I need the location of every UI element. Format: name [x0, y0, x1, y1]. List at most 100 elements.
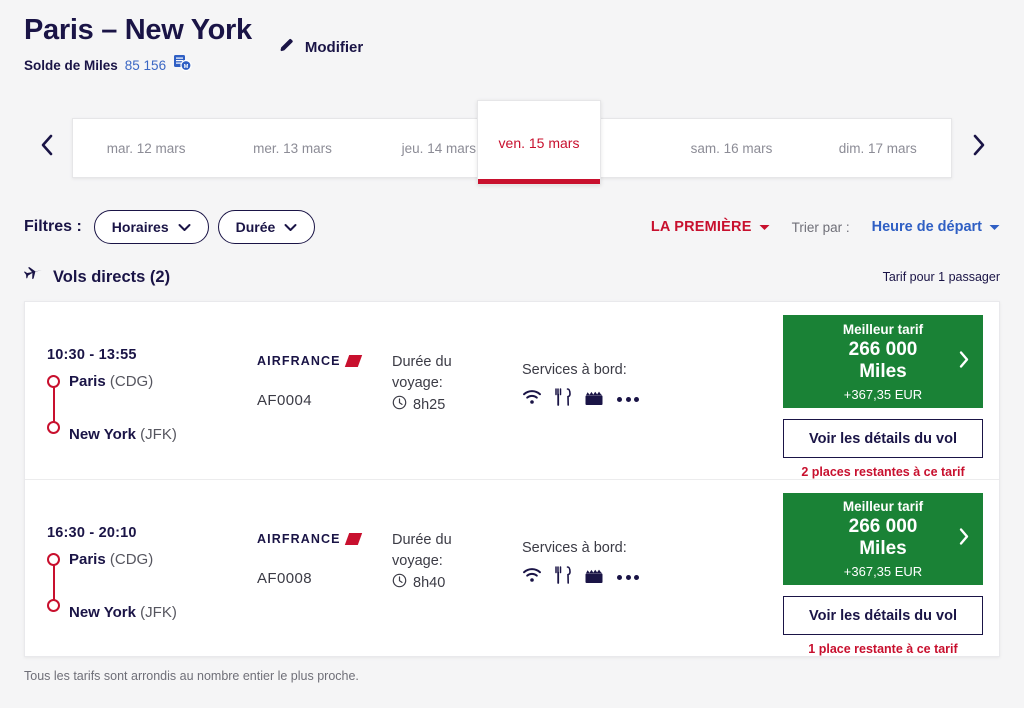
date-tab-2[interactable]: jeu. 14 mars [401, 140, 476, 156]
services-icons-group [522, 388, 718, 411]
flight-times-column: 16:30 - 20:10 Paris (CDG) New York (JFK) [25, 480, 257, 656]
flight-duration-column: Durée du voyage: 8h25 [392, 302, 522, 479]
fare-eur-surcharge: +367,35 EUR [843, 386, 923, 402]
miles-balance-value: 85 156 [124, 58, 167, 74]
duration-label-line1: Durée du [392, 354, 452, 371]
flight-row[interactable]: 10:30 - 13:55 Paris (CDG) New York (JFK) [25, 302, 999, 479]
filter-chip-horaires[interactable]: Horaires [93, 210, 209, 245]
departure-airport-code: (CDG) [109, 373, 154, 391]
wifi-icon [522, 567, 542, 588]
sort-selector-label: Heure de départ [871, 219, 982, 236]
modify-search-label: Modifier [304, 39, 364, 56]
filters-bar: Filtres : Horaires Durée LA PREMIÈRE [24, 206, 1000, 248]
best-fare-card[interactable]: Meilleur tarif 266 000 Miles +367,35 EUR [783, 493, 983, 586]
departure-city-name: Paris [69, 373, 106, 391]
date-tab-selected-label: ven. 15 mars [498, 134, 580, 151]
cabin-selector[interactable]: LA PREMIÈRE [651, 219, 770, 235]
arrival-city-name: New York [69, 426, 136, 444]
route-departure-dot [47, 553, 60, 567]
chevron-right-icon [957, 527, 971, 552]
flight-results-list: 10:30 - 13:55 Paris (CDG) New York (JFK) [24, 301, 1000, 658]
fare-miles-amount: 266 000 Miles [849, 516, 918, 560]
duration-value-group: 8h40 [392, 573, 522, 592]
flight-number: AF0008 [257, 570, 312, 588]
flight-price-column: Meilleur tarif 266 000 Miles +367,35 EUR… [783, 480, 999, 656]
departure-city: Paris (CDG) [69, 372, 257, 392]
modify-search-button[interactable]: Modifier [278, 36, 363, 59]
flight-details-button[interactable]: Voir les détails du vol [783, 596, 983, 636]
chevron-down-icon [178, 219, 191, 235]
fare-miles-number: 266 000 [848, 338, 918, 360]
cutlery-icon [555, 566, 571, 589]
flight-price-column: Meilleur tarif 266 000 Miles +367,35 EUR… [783, 302, 999, 479]
filter-chip-duree[interactable]: Durée [217, 210, 316, 245]
duration-label-line1: Durée du [392, 532, 452, 549]
fare-miles-unit: Miles [859, 538, 907, 560]
route-block: Paris (CDG) New York (JFK) [47, 372, 257, 445]
airline-name: AIRFRANCE [257, 532, 341, 547]
fare-miles-number: 266 000 [848, 516, 918, 538]
date-tab-4[interactable]: sam. 16 mars [690, 140, 773, 156]
date-tab-selected[interactable]: ven. 15 mars [477, 100, 601, 186]
carousel-next-button[interactable] [962, 130, 996, 164]
flight-time-range: 16:30 - 20:10 [47, 525, 137, 542]
services-icons-group [522, 566, 718, 589]
flight-details-button[interactable]: Voir les détails du vol [783, 418, 983, 459]
miles-balance: Solde de Miles 85 156 M [24, 54, 252, 77]
duration-label-line2: voyage: [392, 375, 443, 392]
passenger-fare-note: Tarif pour 1 passager [882, 270, 1000, 285]
chevron-right-icon [970, 133, 988, 162]
miles-coins-icon: M [173, 54, 192, 77]
more-icon[interactable] [617, 575, 639, 581]
route-connector-line [53, 381, 55, 428]
flight-number: AF0004 [257, 392, 312, 410]
date-tab-1[interactable]: mer. 13 mars [253, 140, 332, 156]
carousel-prev-button[interactable] [30, 130, 64, 164]
flight-airline-column: AIRFRANCE AF0008 [257, 480, 392, 656]
airfrance-slash-icon [344, 355, 362, 368]
fare-miles-unit: Miles [859, 360, 907, 382]
duration-label-line2: voyage: [392, 553, 443, 570]
date-tab-0[interactable]: mar. 12 mars [106, 140, 186, 156]
airfrance-logo: AIRFRANCE [257, 354, 392, 368]
arrival-city: New York (JFK) [69, 603, 257, 623]
fare-eur-surcharge: +367,35 EUR [843, 564, 923, 580]
flight-airline-column: AIRFRANCE AF0004 [257, 302, 392, 479]
miles-balance-label: Solde de Miles [24, 58, 118, 74]
clock-icon [392, 573, 407, 592]
airplane-icon [23, 265, 43, 289]
filters-right-group: LA PREMIÈRE Trier par : Heure de départ [651, 219, 1000, 235]
airfrance-logo: AIRFRANCE [257, 532, 392, 546]
section-title: Vols directs (2) [53, 267, 171, 286]
cabin-selector-label: LA PREMIÈRE [650, 219, 752, 236]
route-departure-dot [47, 375, 60, 389]
flight-services-column: Services à bord: [522, 302, 718, 479]
best-fare-card[interactable]: Meilleur tarif 266 000 Miles +367,35 EUR [783, 315, 983, 408]
filter-chip-horaires-label: Horaires [111, 219, 169, 236]
chevron-left-icon [38, 133, 56, 162]
more-icon[interactable] [617, 397, 639, 403]
sort-selector[interactable]: Heure de départ [872, 219, 1000, 235]
filters-label: Filtres : [24, 218, 82, 236]
route-arrival-dot [47, 421, 60, 435]
fare-rounding-footnote: Tous les tarifs sont arrondis au nombre … [24, 669, 359, 684]
date-tab-5[interactable]: dim. 17 mars [838, 140, 917, 156]
services-label: Services à bord: [522, 540, 627, 557]
seats-remaining-notice: 2 places restantes à ce tarif [801, 465, 965, 480]
flight-time-range: 10:30 - 13:55 [47, 347, 137, 364]
route-connector-line [53, 559, 55, 606]
svg-text:M: M [184, 64, 189, 70]
departure-airport-code: (CDG) [109, 551, 154, 569]
movie-icon [584, 389, 604, 411]
chevron-down-icon [284, 219, 297, 235]
flight-row[interactable]: 16:30 - 20:10 Paris (CDG) New York (JFK) [25, 479, 999, 656]
airfrance-slash-icon [344, 533, 362, 546]
filter-chip-duree-label: Durée [235, 219, 276, 236]
route-arrival-dot [47, 599, 60, 613]
cutlery-icon [555, 388, 571, 411]
arrival-city: New York (JFK) [69, 425, 257, 445]
caret-down-icon [989, 219, 1000, 235]
flight-times-column: 10:30 - 13:55 Paris (CDG) New York (JFK) [25, 302, 257, 479]
flight-services-column: Services à bord: [522, 480, 718, 656]
